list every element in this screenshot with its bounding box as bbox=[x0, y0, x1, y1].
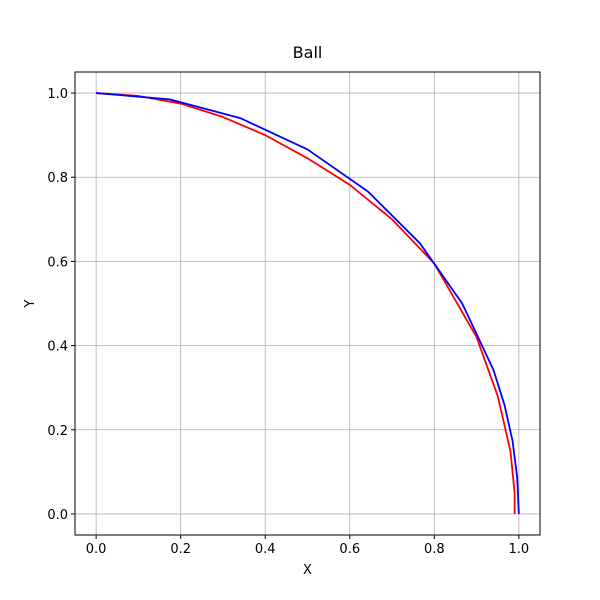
x-tick-label: 0.6 bbox=[339, 542, 360, 557]
y-tick-label: 0.8 bbox=[47, 171, 68, 186]
y-tick-label: 0.4 bbox=[47, 340, 68, 355]
x-tick-label: 0.4 bbox=[255, 542, 276, 557]
y-tick-label: 0.2 bbox=[47, 424, 68, 439]
y-tick-label: 1.0 bbox=[47, 87, 68, 102]
y-tick-label: 0.6 bbox=[47, 255, 68, 270]
y-axis-label: Y bbox=[23, 299, 38, 308]
chart-title: Ball bbox=[293, 43, 323, 62]
x-tick-label: 0.0 bbox=[86, 542, 107, 557]
x-tick-label: 0.8 bbox=[424, 542, 445, 557]
x-tick-label: 0.2 bbox=[170, 542, 191, 557]
x-tick-label: 1.0 bbox=[509, 542, 530, 557]
line bbox=[96, 92, 516, 514]
plot-frame bbox=[74, 71, 541, 536]
x-axis-label: X bbox=[303, 563, 312, 578]
line bbox=[96, 92, 520, 514]
y-tick-label: 0.0 bbox=[47, 508, 68, 523]
